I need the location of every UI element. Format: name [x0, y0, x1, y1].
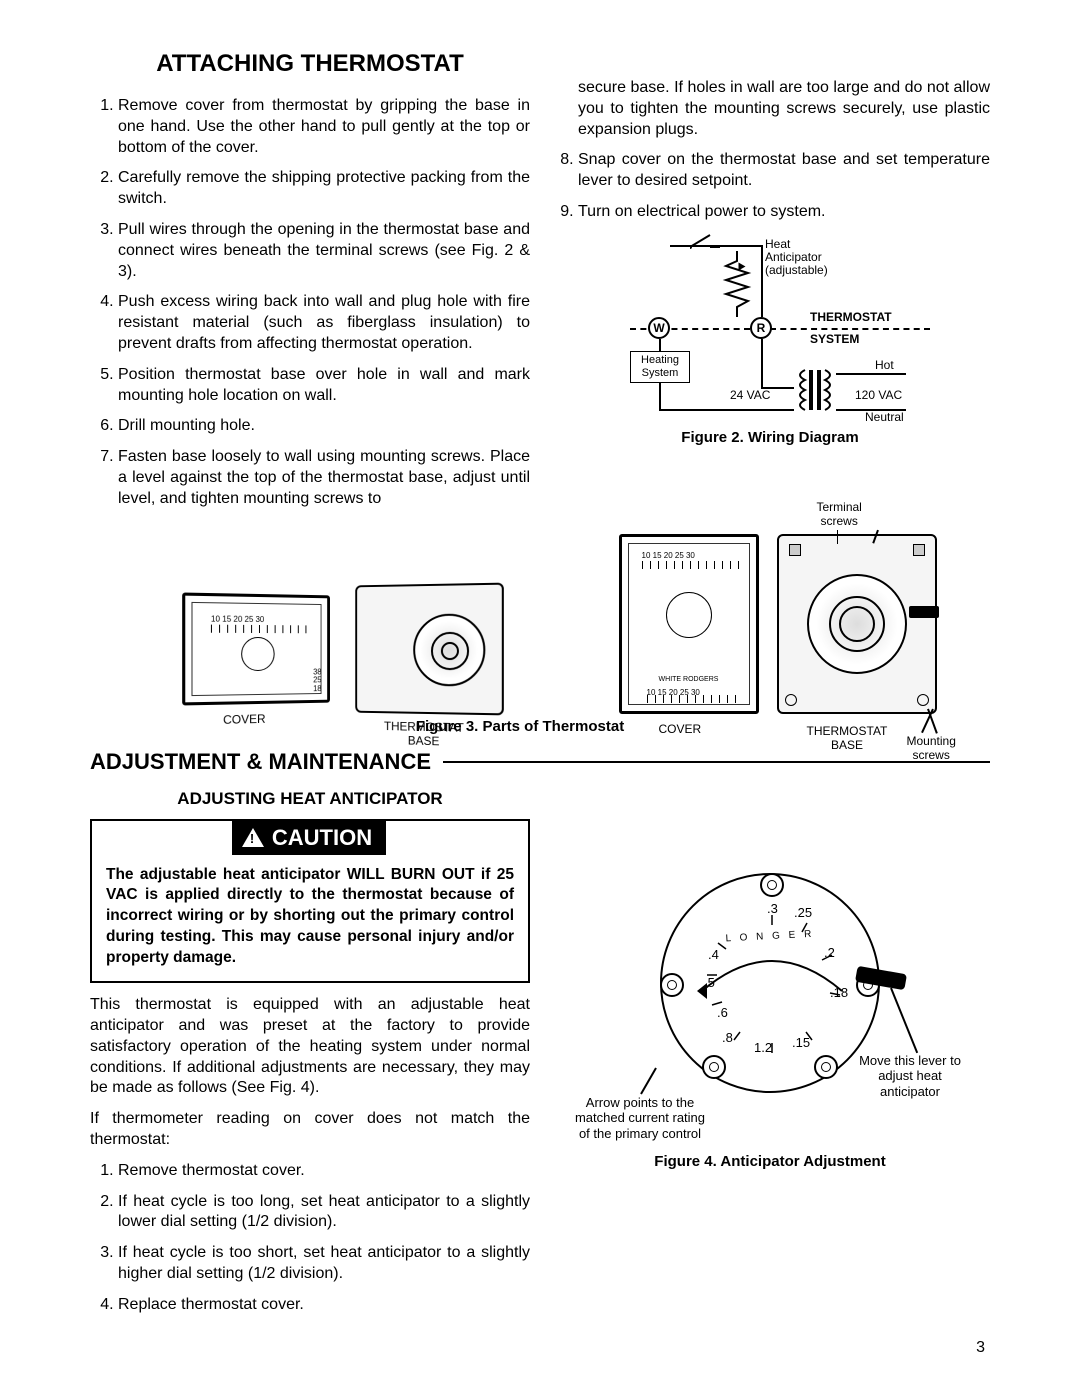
- fig3-base-label-l: THERMOSTAT BASE: [383, 719, 463, 749]
- step-5: Position thermostat base over hole in wa…: [118, 365, 530, 407]
- fig3-parts: 10 15 20 25 30 38 25 18 COVER THERMOSTAT…: [90, 534, 990, 714]
- step-2: Carefully remove the shipping protective…: [118, 168, 530, 210]
- attaching-steps-right: Snap cover on the thermostat base and se…: [550, 150, 990, 222]
- step-7: Fasten base loosely to wall using mounti…: [118, 447, 530, 509]
- step-7-cont: secure base. If holes in wall are too la…: [550, 78, 990, 140]
- attaching-title: ATTACHING THERMOSTAT: [90, 50, 530, 78]
- fig3-right-cover: 10 15 20 25 30 WHITE RODGERS 10 15 20 25…: [619, 534, 759, 714]
- fig3-right-base: [777, 534, 937, 714]
- caution-body: The adjustable heat anticipator WILL BUR…: [106, 865, 514, 970]
- adj-step-3: If heat cycle is too short, set heat ant…: [118, 1243, 530, 1285]
- neutral-label: Neutral: [865, 411, 904, 424]
- step-9: Turn on electrical power to system.: [578, 202, 990, 223]
- heating-system-box: Heating System: [630, 351, 690, 383]
- thermostat-label: THERMOSTAT: [810, 311, 892, 324]
- vac120-label: 120 VAC: [855, 389, 902, 402]
- step-3: Pull wires through the opening in the th…: [118, 220, 530, 282]
- caution-text: CAUTION: [272, 825, 372, 851]
- fig3-base-label-r: THERMOSTAT BASE: [807, 724, 888, 752]
- caution-box: CAUTION The adjustable heat anticipator …: [90, 819, 530, 984]
- fig3-mounting-screws-label: Mounting screws: [907, 734, 956, 762]
- fig3-cover-label-l: COVER: [223, 711, 265, 726]
- switch-icon: [690, 233, 720, 253]
- step-6: Drill mounting hole.: [118, 416, 530, 437]
- step-1: Remove cover from thermostat by gripping…: [118, 96, 530, 158]
- hot-label: Hot: [875, 359, 894, 372]
- terminal-R: R: [750, 317, 772, 339]
- adj-body2: If thermometer reading on cover does not…: [90, 1109, 530, 1151]
- adjusting-sub: ADJUSTING HEAT ANTICIPATOR: [90, 789, 530, 809]
- vac24-label: 24 VAC: [730, 389, 770, 402]
- fig3-left-cover: 10 15 20 25 30 38 25 18: [182, 592, 330, 705]
- fig3-left-base: [355, 582, 504, 715]
- anticipator-figure: L O N G E R .3 .25 .2 .18 .15 1.2 .8 .6 …: [560, 873, 980, 1133]
- system-label: SYSTEM: [810, 333, 859, 346]
- fig2-caption: Figure 2. Wiring Diagram: [550, 429, 990, 446]
- callout-right: Move this lever to adjust heat anticipat…: [840, 1053, 980, 1100]
- anticipator-icon: [720, 251, 754, 317]
- caution-banner: CAUTION: [232, 821, 386, 855]
- adjustment-steps: Remove thermostat cover. If heat cycle i…: [90, 1161, 530, 1316]
- attaching-steps-left: Remove cover from thermostat by gripping…: [90, 96, 530, 510]
- wiring-diagram: W R Heat Anticipator (adjustable) THERMO…: [610, 233, 930, 423]
- adj-body1: This thermostat is equipped with an adju…: [90, 995, 530, 1099]
- terminal-W: W: [648, 317, 670, 339]
- fig3-terminal-screws-label: Terminal screws: [817, 500, 862, 528]
- page-number: 3: [976, 1339, 985, 1357]
- step-8: Snap cover on the thermostat base and se…: [578, 150, 990, 192]
- fig3-cover-label-r: COVER: [659, 722, 702, 736]
- warning-icon: [242, 828, 264, 847]
- adj-step-2: If heat cycle is too long, set heat anti…: [118, 1192, 530, 1234]
- adjustment-header: ADJUSTMENT & MAINTENANCE: [90, 749, 431, 775]
- callout-left: Arrow points to the matched current rati…: [550, 1095, 730, 1142]
- fig4-caption: Figure 4. Anticipator Adjustment: [550, 1153, 990, 1170]
- heat-anticipator-label: Heat Anticipator (adjustable): [765, 238, 828, 278]
- adj-step-4: Replace thermostat cover.: [118, 1295, 530, 1316]
- adj-step-1: Remove thermostat cover.: [118, 1161, 530, 1182]
- step-4: Push excess wiring back into wall and pl…: [118, 292, 530, 354]
